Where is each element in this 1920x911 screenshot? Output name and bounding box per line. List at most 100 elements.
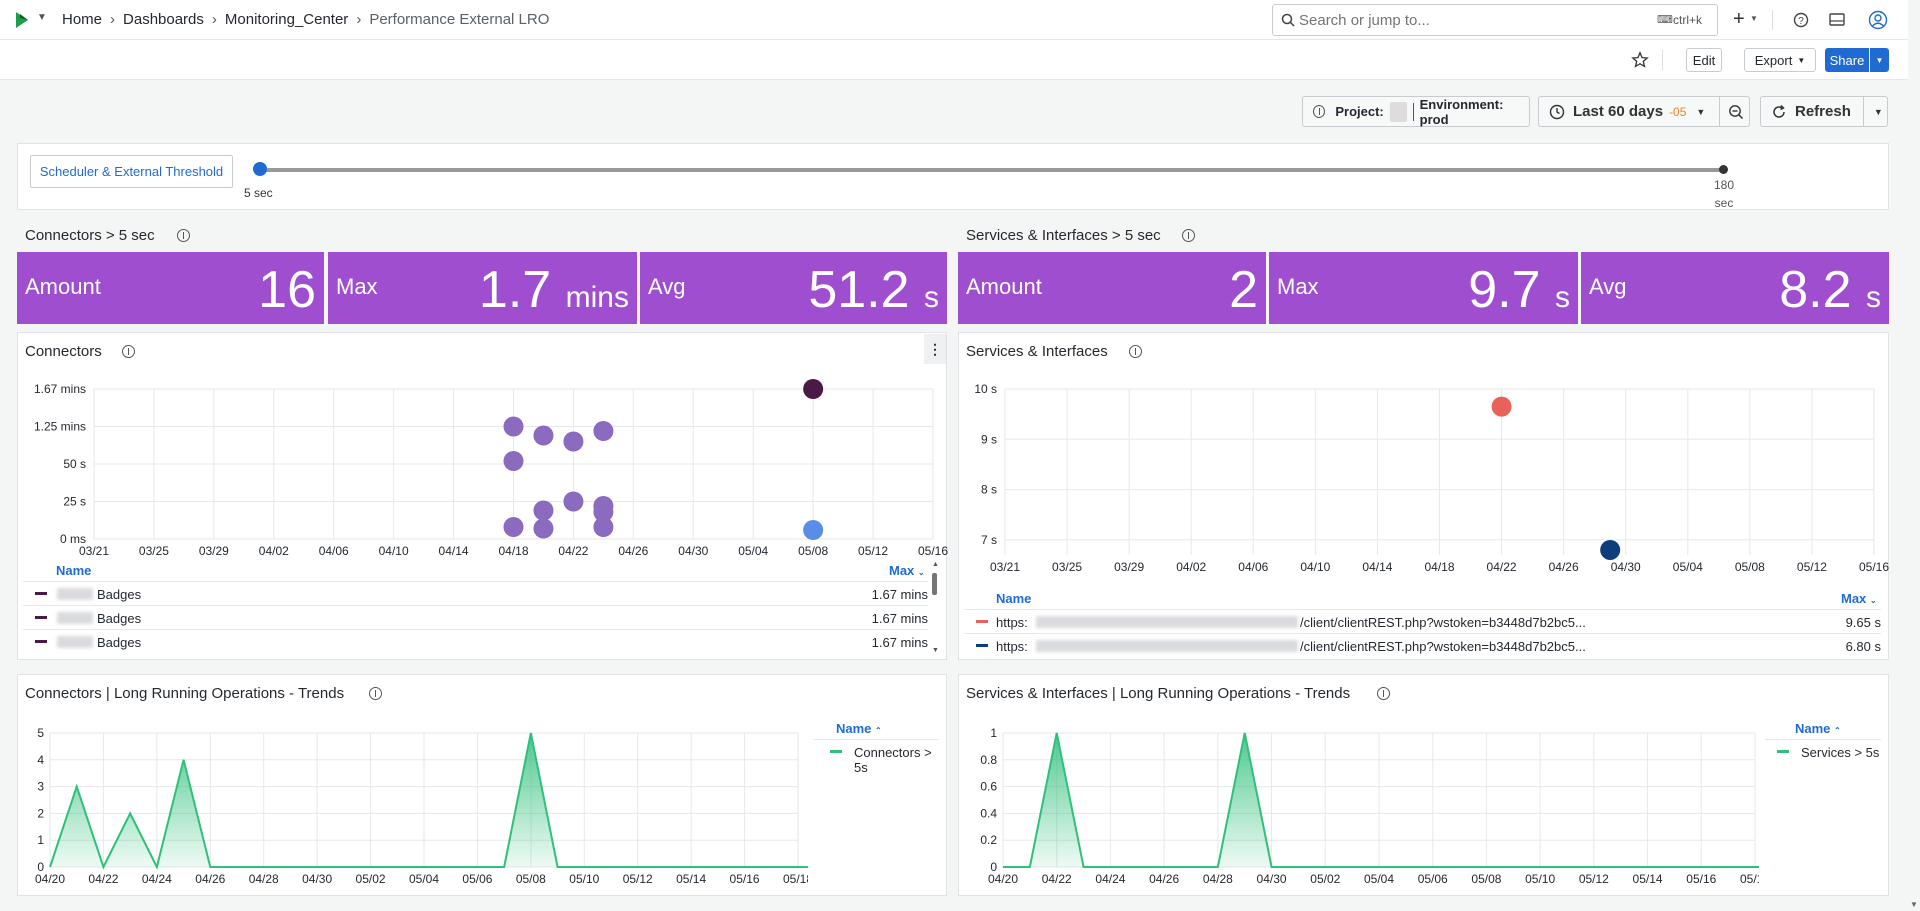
legend-row[interactable]: Services > 5s: [1765, 739, 1881, 763]
stat-label: Amount: [966, 274, 1042, 299]
legend-row[interactable]: Connectors > 5s: [814, 739, 938, 775]
chevron-down-icon[interactable]: ▼: [37, 12, 47, 23]
zoom-out-icon[interactable]: [1728, 104, 1744, 120]
user-avatar-icon[interactable]: [1868, 10, 1888, 30]
legend-scrollbar[interactable]: ▲ ▼: [932, 561, 939, 657]
star-icon[interactable]: [1631, 51, 1649, 69]
legend-max-header[interactable]: Max ⌄: [889, 563, 925, 578]
stat-label: Max: [336, 274, 378, 299]
scroll-up-icon[interactable]: ▲: [932, 561, 939, 568]
legend-name-label: Name: [1795, 721, 1831, 736]
time-range-picker[interactable]: Last 60 days -05 ▼: [1538, 96, 1750, 127]
help-icon[interactable]: ?: [1793, 12, 1809, 28]
legend-name-header[interactable]: Name: [996, 591, 1032, 606]
variables-filter[interactable]: Project: Environment: prod: [1302, 96, 1530, 127]
divider: [1862, 97, 1864, 126]
data-point: [593, 502, 614, 522]
info-icon[interactable]: [122, 345, 135, 358]
dashboard-toolbar: Edit Export ▼ Share ▼: [0, 40, 1920, 80]
refresh-interval-dropdown[interactable]: ▼: [1873, 106, 1883, 117]
x-tick-label: 05/12: [1797, 560, 1827, 574]
refresh-button[interactable]: Refresh: [1795, 103, 1851, 120]
connectors-avg-stat: Avg 51.2 s: [640, 252, 947, 324]
y-tick-label: 0.4: [980, 806, 997, 820]
timezone-label: -05: [1669, 104, 1687, 119]
legend-name-label: Name: [836, 721, 872, 736]
x-tick-label: 04/30: [1611, 560, 1641, 574]
scroll-down-icon[interactable]: ▼: [1910, 900, 1918, 909]
edit-button[interactable]: Edit: [1686, 48, 1722, 72]
environment-label: Environment: prod: [1419, 96, 1504, 127]
stat-value: 2: [1229, 260, 1258, 320]
threshold-slider-handle[interactable]: [253, 162, 267, 176]
x-tick-label: 05/06: [462, 872, 492, 886]
legend-series-name: Services > 5s: [1801, 745, 1880, 760]
news-icon[interactable]: [1829, 12, 1845, 28]
legend-name-header[interactable]: Name ⌃: [836, 721, 882, 736]
info-icon[interactable]: [177, 229, 190, 242]
x-tick-label: 03/29: [1114, 560, 1144, 574]
legend-row[interactable]: https: /client/clientREST.php?wstoken=b3…: [964, 609, 1881, 633]
search-input[interactable]: [1299, 9, 1629, 31]
threshold-slider-max-handle[interactable]: [1719, 165, 1728, 174]
services-stats-title: Services & Interfaces > 5 sec: [966, 227, 1161, 244]
panel-menu-icon[interactable]: ⋮: [924, 334, 946, 364]
stat-unit: s: [924, 281, 939, 314]
y-tick-label: 10 s: [974, 382, 997, 396]
connectors-stats-title: Connectors > 5 sec: [25, 227, 155, 244]
y-tick-label: 50 s: [63, 457, 86, 471]
x-tick-label: 04/22: [1487, 560, 1517, 574]
info-icon[interactable]: [369, 687, 382, 700]
project-value-select[interactable]: [1389, 101, 1407, 122]
data-point: [593, 421, 614, 441]
search-box[interactable]: ⌨ ctrl+k: [1272, 4, 1718, 36]
info-icon[interactable]: [1377, 687, 1390, 700]
breadcrumb-home[interactable]: Home: [62, 11, 103, 28]
threshold-slider-track[interactable]: [260, 168, 1725, 172]
x-tick-label: 05/08: [1471, 872, 1501, 886]
share-dropdown-button[interactable]: ▼: [1870, 48, 1889, 72]
legend-name-header[interactable]: Name ⌃: [1795, 721, 1841, 736]
breadcrumb-dashboards[interactable]: Dashboards: [123, 11, 204, 28]
refresh-icon[interactable]: [1771, 104, 1787, 120]
legend-row[interactable]: Badges 1.67 mins: [23, 581, 928, 605]
legend-max-header[interactable]: Max ⌄: [1841, 591, 1877, 606]
legend-row[interactable]: Badges 1.67 mins: [23, 605, 928, 629]
x-tick-label: 04/22: [1042, 872, 1072, 886]
x-tick-label: 04/26: [195, 872, 225, 886]
chevron-down-icon[interactable]: ▼: [1750, 14, 1758, 23]
export-button[interactable]: Export ▼: [1744, 48, 1816, 72]
x-tick-label: 04/06: [1238, 560, 1268, 574]
legend-row-url-suffix: /client/clientREST.php?wstoken=b3448d7b2…: [1300, 615, 1586, 630]
info-icon[interactable]: [1182, 229, 1195, 242]
x-tick-label: 05/16: [918, 544, 948, 558]
legend-row-url-suffix: /client/clientREST.php?wstoken=b3448d7b2…: [1300, 639, 1586, 654]
y-tick-label: 7 s: [981, 533, 997, 547]
connectors-panel-title: Connectors: [25, 343, 102, 360]
breadcrumb-monitoring-center[interactable]: Monitoring_Center: [224, 11, 349, 28]
legend-color-swatch: [830, 750, 842, 753]
share-button[interactable]: Share: [1825, 48, 1869, 72]
x-tick-label: 04/10: [1300, 560, 1330, 574]
series-area: [1003, 733, 1759, 867]
data-point: [563, 431, 584, 452]
legend-row-name: Badges: [97, 635, 142, 650]
connectors-trend-panel: Connectors | Long Running Operations - T…: [17, 674, 947, 896]
legend-name-header[interactable]: Name: [56, 563, 92, 578]
refresh-control: Refresh ▼: [1760, 96, 1888, 127]
scroll-down-icon[interactable]: ▼: [932, 647, 939, 654]
legend-row[interactable]: Badges 1.67 mins: [23, 629, 928, 653]
stat-label: Avg: [648, 274, 686, 299]
x-tick-label: 04/02: [1176, 560, 1206, 574]
y-tick-label: 0: [37, 860, 44, 874]
app-logo-icon[interactable]: [14, 10, 32, 30]
breadcrumb: Home › Dashboards › Monitoring_Center › …: [62, 11, 549, 28]
legend-row[interactable]: https: /client/clientREST.php?wstoken=b3…: [964, 633, 1881, 657]
plus-icon[interactable]: +: [1733, 8, 1745, 30]
x-tick-label: 04/20: [988, 872, 1018, 886]
x-tick-label: 05/04: [1364, 872, 1394, 886]
x-tick-label: 05/06: [1418, 872, 1448, 886]
scrollbar-thumb[interactable]: [932, 573, 937, 595]
info-icon[interactable]: [1129, 345, 1142, 358]
page-scrollbar[interactable]: ▼: [1908, 0, 1920, 911]
